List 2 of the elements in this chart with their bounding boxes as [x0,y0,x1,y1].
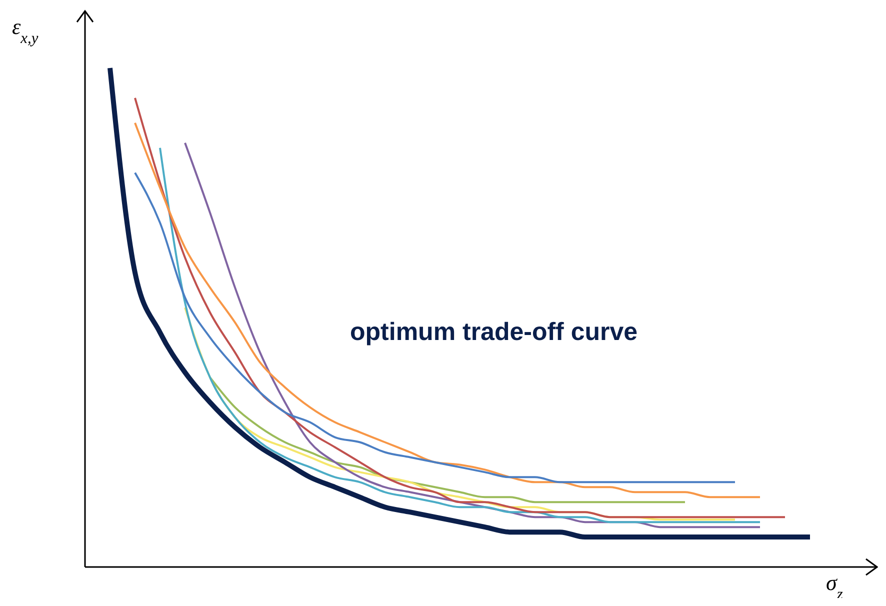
annotation: optimum trade-off curve [350,318,638,346]
y-axis-title: ε$_{x,y}$ [12,14,38,46]
